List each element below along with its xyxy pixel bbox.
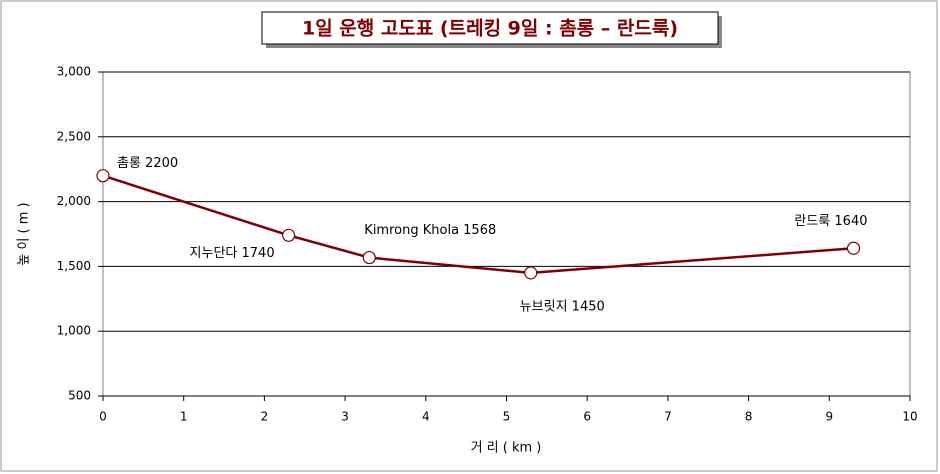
y-tick-label: 2,000	[57, 194, 91, 208]
data-label: 란드룩 1640	[794, 214, 867, 229]
point	[524, 266, 538, 280]
y-tick-label: 2,500	[57, 129, 91, 143]
data-label: 뉴브릿지 1450	[520, 299, 605, 314]
plot-area	[102, 71, 911, 397]
x-tick-label: 10	[902, 410, 917, 424]
x-tick-label: 1	[180, 410, 188, 424]
x-axis-label: 거 리 ( km )	[471, 441, 542, 456]
x-tick-label: 7	[664, 410, 672, 424]
point	[846, 241, 861, 255]
x-tick-label: 2	[261, 410, 269, 424]
y-tick-label: 1,500	[57, 259, 91, 273]
x-tick-label: 3	[341, 410, 349, 424]
y-tick-label: 1,000	[57, 324, 91, 338]
x-tick-label: 0	[99, 410, 107, 424]
point	[282, 228, 296, 242]
y-tick-label: 3,000	[57, 65, 91, 79]
data-label: Kimrong Khola 1568	[364, 223, 496, 238]
x-tick-label: 5	[503, 410, 511, 424]
y-axis-label: 높 이 ( m )	[17, 202, 32, 265]
x-tick-label: 9	[825, 410, 833, 424]
y-tick-label: 500	[68, 389, 91, 403]
chart-title: 1일 운행 고도표 (트레킹 9일 : 촘롱 – 란드룩)	[302, 18, 678, 40]
data-label: 지누단다 1740	[190, 246, 275, 261]
data-label: 촘롱 2200	[117, 156, 178, 171]
x-tick-label: 8	[745, 410, 753, 424]
point	[362, 250, 376, 265]
point	[96, 169, 110, 183]
x-tick-label: 6	[583, 410, 591, 424]
x-tick-label: 4	[422, 410, 430, 424]
title-box	[261, 11, 719, 45]
